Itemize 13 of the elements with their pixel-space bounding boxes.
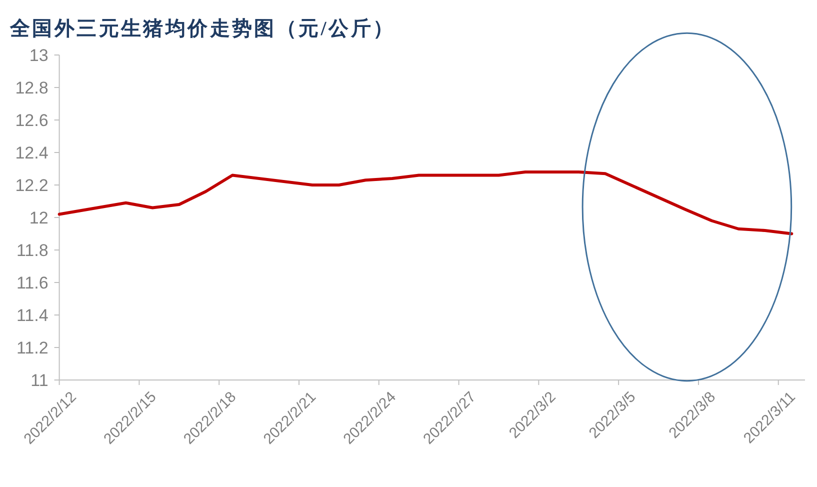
chart-title: 全国外三元生猪均价走势图（元/公斤） (9, 17, 396, 40)
line-series (58, 170, 794, 236)
y-tick-label: 12 (29, 208, 48, 228)
y-tick-label: 11.6 (16, 273, 48, 292)
y-tick-label: 12.2 (15, 176, 48, 195)
y-tick-label: 11 (30, 370, 48, 390)
y-tick-label: 11.2 (16, 338, 48, 358)
y-tick-label: 12.8 (15, 78, 48, 98)
y-tick-label: 11.4 (16, 306, 48, 325)
y-tick-label: 12.6 (15, 110, 48, 130)
y-tick-label: 12.4 (15, 143, 48, 162)
y-tick-label: 11.8 (16, 240, 48, 260)
y-tick-label: 13 (29, 46, 48, 65)
